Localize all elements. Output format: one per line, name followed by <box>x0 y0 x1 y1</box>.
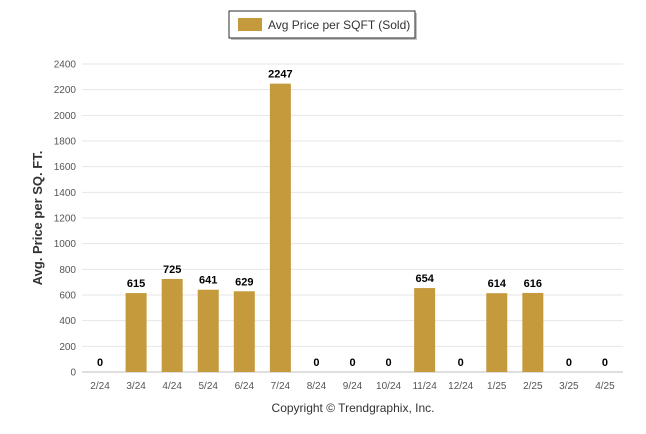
x-tick-label: 12/24 <box>448 381 473 392</box>
x-tick-label: 11/24 <box>412 381 437 392</box>
data-label: 654 <box>415 273 434 285</box>
data-label: 641 <box>199 275 217 287</box>
y-tick-label: 0 <box>70 368 76 379</box>
x-tick-label: 1/25 <box>487 381 507 392</box>
y-tick-label: 2000 <box>54 111 77 122</box>
y-tick-label: 600 <box>59 291 76 302</box>
y-tick-label: 1800 <box>54 137 77 148</box>
data-label: 0 <box>602 357 608 369</box>
bars <box>125 83 544 372</box>
bar <box>269 83 291 372</box>
data-label: 0 <box>313 357 319 369</box>
legend-swatch <box>238 18 262 31</box>
data-label: 615 <box>127 278 145 290</box>
data-label: 614 <box>488 278 507 290</box>
y-tick-label: 1600 <box>54 162 77 173</box>
data-label: 0 <box>97 357 103 369</box>
x-tick-label: 3/25 <box>559 381 579 392</box>
legend-label: Avg Price per SQFT (Sold) <box>268 18 410 32</box>
copyright-credit: Copyright © Trendgraphix, Inc. <box>272 401 435 415</box>
data-label: 2247 <box>268 69 292 81</box>
data-label: 0 <box>566 357 572 369</box>
bar <box>125 293 147 372</box>
x-tick-label: 7/24 <box>271 381 291 392</box>
data-label: 0 <box>349 357 355 369</box>
bar <box>486 293 508 372</box>
y-tick-label: 2200 <box>54 85 77 96</box>
legend: Avg Price per SQFT (Sold) <box>228 10 417 40</box>
data-label: 0 <box>458 357 464 369</box>
bar <box>414 288 436 372</box>
data-labels: 0 615 725 641 629 2247 0 0 0 654 0 614 616 0 0 <box>97 69 608 369</box>
x-axis-tick-labels: 2/24 3/24 4/24 5/24 6/24 7/24 8/24 9/24 10/24 11/… <box>90 381 615 392</box>
x-tick-label: 5/24 <box>198 381 218 392</box>
y-tick-label: 800 <box>59 265 76 276</box>
y-tick-label: 1200 <box>54 214 77 225</box>
data-label: 616 <box>524 278 542 290</box>
x-tick-label: 9/24 <box>343 381 363 392</box>
y-tick-label: 1400 <box>54 188 77 199</box>
x-tick-label: 2/25 <box>523 381 543 392</box>
x-tick-label: 8/24 <box>307 381 327 392</box>
x-tick-label: 4/25 <box>595 381 615 392</box>
y-tick-label: 400 <box>59 316 76 327</box>
x-tick-label: 10/24 <box>376 381 401 392</box>
data-label: 629 <box>235 276 253 288</box>
x-tick-label: 4/24 <box>162 381 182 392</box>
y-tick-label: 1000 <box>54 239 77 250</box>
data-label: 725 <box>163 264 181 276</box>
y-axis-tick-labels: 0 200 400 600 800 1000 1200 1400 1600 1800 2000 220… <box>54 60 77 379</box>
bar <box>233 291 255 372</box>
bar <box>161 278 183 372</box>
y-axis-title: Avg. Price per SQ. FT. <box>30 151 45 286</box>
y-tick-label: 2400 <box>54 60 77 71</box>
x-tick-label: 6/24 <box>235 381 255 392</box>
x-tick-label: 2/24 <box>90 381 110 392</box>
bar <box>522 292 544 372</box>
y-tick-label: 200 <box>59 342 76 353</box>
x-tick-label: 3/24 <box>126 381 146 392</box>
data-label: 0 <box>386 357 392 369</box>
bar <box>197 289 219 372</box>
